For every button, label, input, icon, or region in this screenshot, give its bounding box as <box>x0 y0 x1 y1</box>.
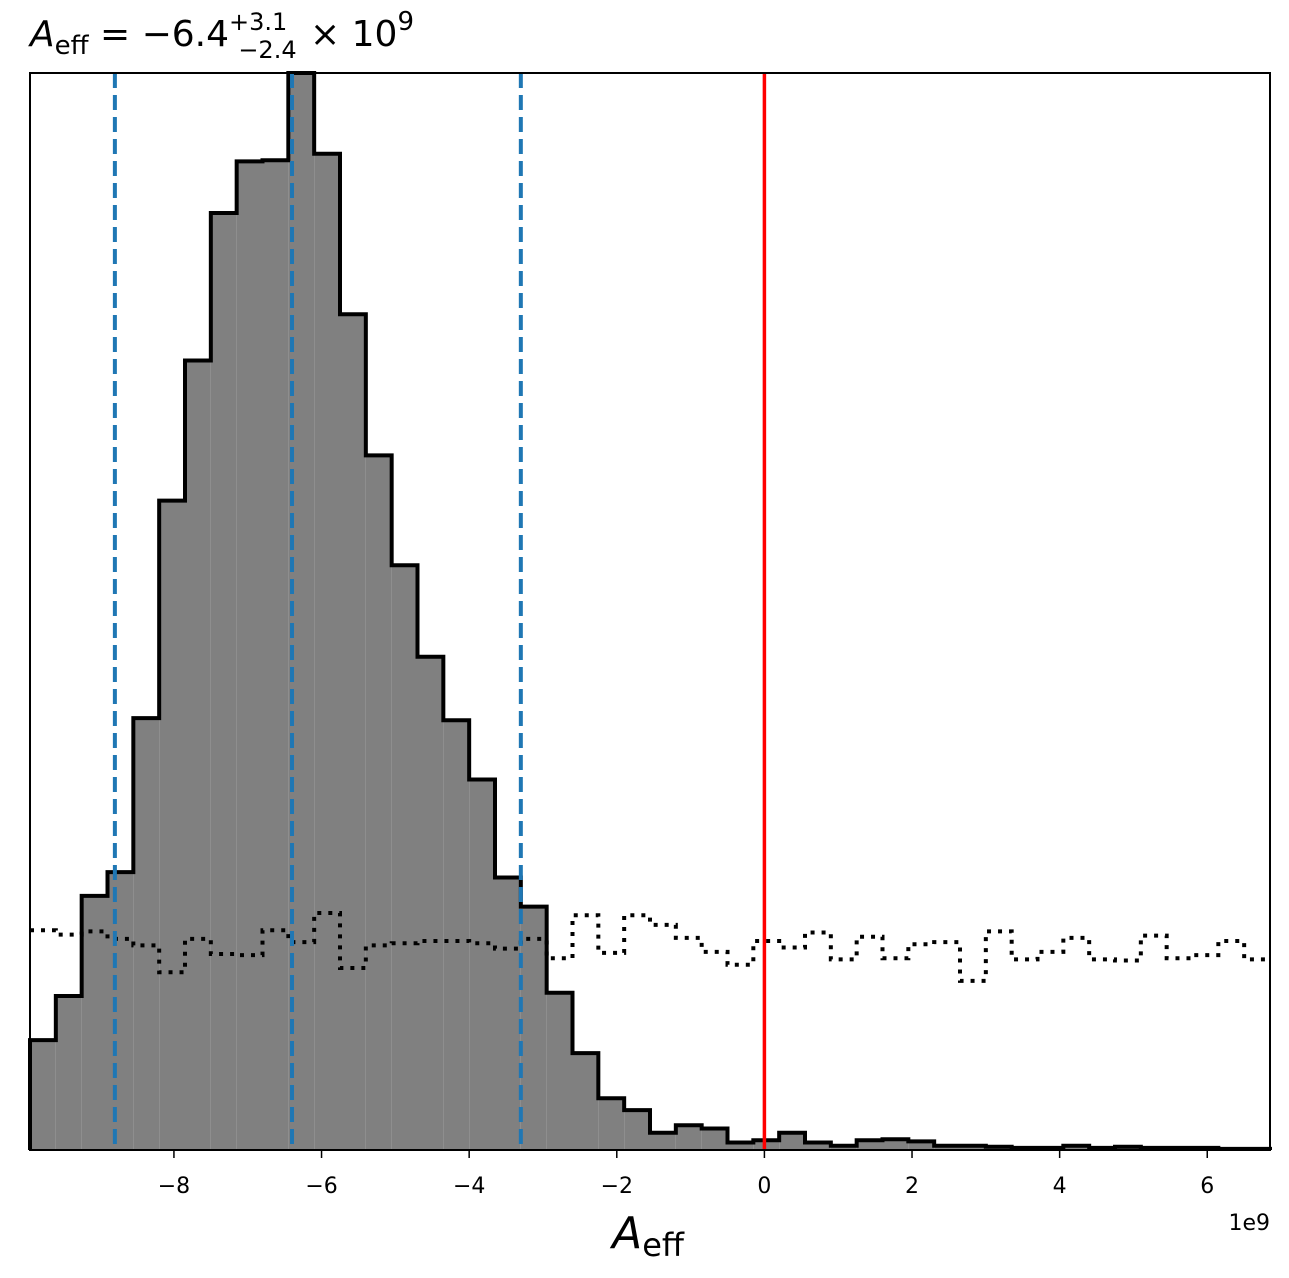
x-tick-label: −6 <box>305 1174 337 1199</box>
title-sub: −2.4 <box>238 36 296 64</box>
posterior-bar <box>469 779 495 1150</box>
posterior-outline <box>28 71 1272 1151</box>
title-lhs-sub: eff <box>55 31 90 61</box>
xlabel-main: A <box>609 1208 642 1259</box>
posterior-bar <box>133 718 160 1150</box>
x-offset-label: 1e9 <box>1228 1211 1270 1236</box>
posterior-bar <box>159 500 185 1151</box>
posterior-bar <box>365 455 392 1151</box>
title-equals: = −6.4 <box>89 14 229 55</box>
posterior-bar <box>340 314 366 1150</box>
posterior-bar <box>1063 1145 1090 1150</box>
chart-title: Aeff = −6.4+3.1 −2.4 × 109 <box>28 7 414 64</box>
posterior-bar <box>572 1053 599 1150</box>
posterior-bar <box>908 1141 935 1150</box>
title-exp: 9 <box>397 7 414 37</box>
posterior-bar <box>624 1110 650 1150</box>
title-times: × 10 <box>299 14 398 55</box>
title-lhs: A <box>28 14 55 55</box>
xlabel-sub: eff <box>642 1226 685 1264</box>
posterior-bar <box>830 1145 857 1150</box>
posterior-bar <box>650 1132 676 1150</box>
posterior-bar <box>391 565 418 1150</box>
posterior-bar <box>779 1132 805 1150</box>
posterior-bar <box>727 1142 754 1150</box>
plot-frame <box>29 72 1271 1151</box>
posterior-bar <box>520 906 547 1150</box>
posterior-bar <box>30 1040 56 1150</box>
posterior-bar <box>960 1145 986 1150</box>
x-tick-label: −4 <box>453 1174 485 1199</box>
posterior-bar <box>753 1140 780 1150</box>
x-axis-ticks: −8 −6 −4 −2 0 2 4 6 <box>158 1150 1214 1199</box>
posterior-bar <box>598 1098 625 1150</box>
posterior-bar <box>417 656 444 1150</box>
posterior-bar <box>701 1128 728 1150</box>
x-tick-label: 6 <box>1200 1174 1214 1199</box>
posterior-bar <box>882 1139 909 1150</box>
posterior-bar <box>934 1145 960 1150</box>
posterior-bar <box>236 161 263 1151</box>
posterior-bar <box>443 720 470 1150</box>
posterior-bar <box>81 895 108 1150</box>
posterior-bar <box>314 153 340 1150</box>
posterior-histogram <box>28 71 1272 1151</box>
marker-lines <box>112 73 767 1150</box>
posterior-bar <box>856 1140 883 1150</box>
posterior-bar <box>262 160 289 1150</box>
x-axis-label: Aeff <box>609 1208 685 1264</box>
x-tick-label: −2 <box>601 1174 633 1199</box>
posterior-bar <box>675 1125 702 1150</box>
x-tick-label: 0 <box>757 1174 771 1199</box>
posterior-bar <box>55 995 82 1150</box>
posterior-bar <box>495 877 521 1150</box>
x-tick-label: 4 <box>1053 1174 1067 1199</box>
posterior-bar <box>805 1142 831 1150</box>
posterior-bar <box>107 872 134 1150</box>
title-sup: +3.1 <box>229 8 287 36</box>
posterior-bar <box>546 992 573 1150</box>
x-tick-label: 2 <box>905 1174 919 1199</box>
x-tick-label: −8 <box>158 1174 190 1199</box>
posterior-bar <box>210 213 237 1150</box>
posterior-bar <box>185 360 211 1151</box>
